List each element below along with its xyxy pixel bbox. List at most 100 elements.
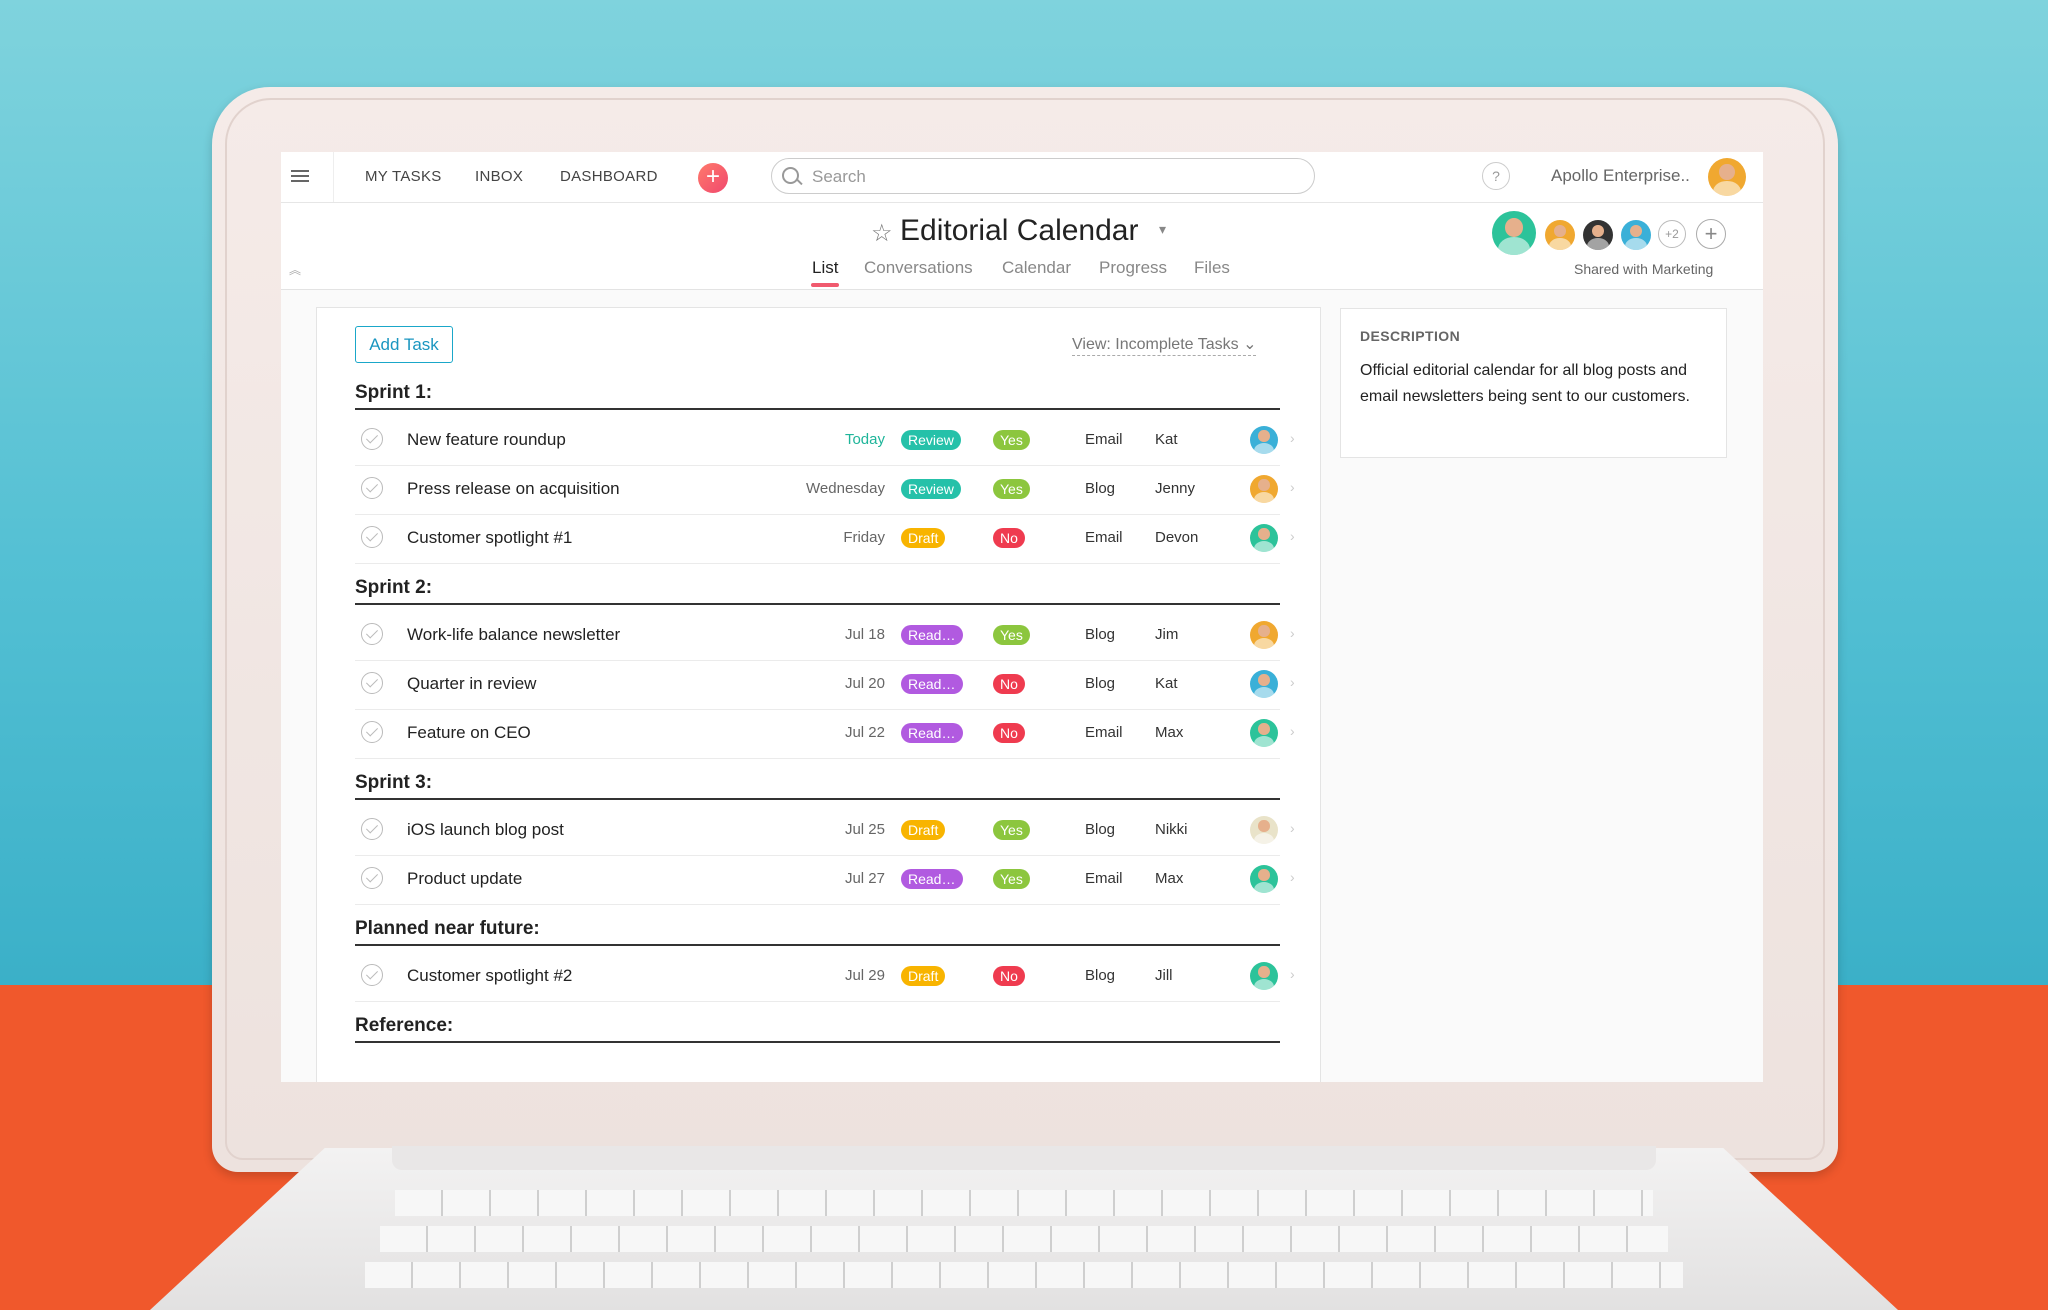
assignee-avatar[interactable]: [1250, 962, 1278, 990]
tab-conversations[interactable]: Conversations: [864, 258, 973, 277]
status-badge[interactable]: Ready...: [901, 869, 963, 889]
due-date: Jul 25: [844, 821, 885, 838]
task-row[interactable]: Customer spotlight #2 Jul 29 Draft No Blog Ji…: [355, 952, 1295, 1002]
task-row[interactable]: Quarter in review Jul 20 Ready... No Blog Kat…: [355, 660, 1295, 710]
status-badge[interactable]: Ready...: [901, 723, 963, 743]
collapse-icon[interactable]: ︽: [289, 263, 302, 277]
task-row[interactable]: Customer spotlight #1 Friday Draft No Email D…: [355, 514, 1295, 564]
chevron-right-icon[interactable]: ›: [1290, 674, 1295, 690]
assignee-avatar[interactable]: [1250, 816, 1278, 844]
status-badge[interactable]: Review: [901, 479, 961, 499]
complete-checkbox-icon[interactable]: [361, 477, 383, 499]
add-task-button[interactable]: Add Task: [355, 326, 453, 363]
due-date: Jul 18: [844, 626, 885, 643]
status-badge[interactable]: Draft: [901, 966, 946, 986]
complete-checkbox-icon[interactable]: [361, 526, 383, 548]
status-badge[interactable]: Draft: [901, 820, 946, 840]
channel-label: Blog: [1085, 626, 1116, 643]
assignee-avatar[interactable]: [1250, 621, 1278, 649]
task-name: Product update: [407, 869, 523, 888]
approval-badge[interactable]: No: [993, 966, 1025, 986]
task-row[interactable]: Product update Jul 27 Ready... Yes Email Max ›: [355, 855, 1295, 905]
assignee-avatar[interactable]: [1250, 426, 1278, 454]
due-date: Wednesday: [806, 480, 885, 497]
search-input[interactable]: [810, 165, 1294, 189]
approval-badge[interactable]: Yes: [993, 820, 1030, 840]
quick-add-button[interactable]: +: [698, 163, 728, 193]
assignee-avatar[interactable]: [1250, 719, 1278, 747]
complete-checkbox-icon[interactable]: [361, 623, 383, 645]
task-name: iOS launch blog post: [407, 820, 564, 839]
section-title: Sprint 1:: [355, 382, 433, 403]
help-button[interactable]: ?: [1482, 162, 1510, 190]
add-member-button[interactable]: +: [1696, 219, 1726, 249]
task-row[interactable]: Work-life balance newsletter Jul 18 Ready.…: [355, 611, 1295, 661]
approval-badge[interactable]: Yes: [993, 479, 1030, 499]
tab-calendar[interactable]: Calendar: [1002, 258, 1071, 277]
assignee-avatar[interactable]: [1250, 865, 1278, 893]
status-badge[interactable]: Ready...: [901, 674, 963, 694]
member-avatar[interactable]: [1621, 220, 1651, 250]
assignee-avatar[interactable]: [1250, 475, 1278, 503]
chevron-right-icon[interactable]: ›: [1290, 625, 1295, 641]
complete-checkbox-icon[interactable]: [361, 818, 383, 840]
member-avatar[interactable]: [1583, 220, 1613, 250]
chevron-right-icon[interactable]: ›: [1290, 528, 1295, 544]
chevron-right-icon[interactable]: ›: [1290, 869, 1295, 885]
menu-icon[interactable]: [291, 167, 309, 185]
laptop-hinge: [392, 1146, 1656, 1170]
approval-badge[interactable]: Yes: [993, 625, 1030, 645]
tab-progress[interactable]: Progress: [1099, 258, 1168, 277]
approval-badge[interactable]: No: [993, 674, 1025, 694]
organization-switcher[interactable]: Apollo Enterprise..: [1551, 166, 1690, 185]
complete-checkbox-icon[interactable]: [361, 672, 383, 694]
status-badge[interactable]: Draft: [901, 528, 946, 548]
assignee-avatar[interactable]: [1250, 670, 1278, 698]
task-name: Quarter in review: [407, 674, 537, 693]
chevron-down-icon[interactable]: ▾: [1159, 221, 1167, 237]
section-header[interactable]: Sprint 1:: [355, 378, 1280, 410]
status-badge[interactable]: Review: [901, 430, 961, 450]
complete-checkbox-icon[interactable]: [361, 964, 383, 986]
approval-badge[interactable]: Yes: [993, 430, 1030, 450]
chevron-right-icon[interactable]: ›: [1290, 723, 1295, 739]
section-header[interactable]: Reference:: [355, 1011, 1280, 1043]
description-text[interactable]: Official editorial calendar for all blog…: [1360, 362, 1690, 405]
section-header[interactable]: Sprint 2:: [355, 573, 1280, 605]
channel-label: Email: [1085, 724, 1123, 741]
chevron-right-icon[interactable]: ›: [1290, 479, 1295, 495]
task-row[interactable]: New feature roundup Today Review Yes Email Ka…: [355, 416, 1295, 466]
task-row[interactable]: Press release on acquisition Wednesday Rev…: [355, 465, 1295, 515]
tab-list[interactable]: List: [812, 258, 839, 277]
task-row[interactable]: iOS launch blog post Jul 25 Draft Yes Blog Ni…: [355, 806, 1295, 856]
task-row[interactable]: Feature on CEO Jul 22 Ready... No Email Max ›: [355, 709, 1295, 759]
nav-dashboard[interactable]: DASHBOARD: [560, 168, 658, 185]
assignee-name: Max: [1155, 870, 1184, 887]
chevron-right-icon[interactable]: ›: [1290, 820, 1295, 836]
member-avatar[interactable]: [1545, 220, 1575, 250]
due-date: Today: [844, 431, 885, 448]
due-date: Jul 29: [844, 967, 885, 984]
nav-inbox[interactable]: INBOX: [475, 168, 524, 185]
search-box[interactable]: [771, 158, 1315, 194]
user-avatar[interactable]: [1708, 158, 1746, 196]
complete-checkbox-icon[interactable]: [361, 428, 383, 450]
section-header[interactable]: Planned near future:: [355, 914, 1280, 946]
complete-checkbox-icon[interactable]: [361, 867, 383, 889]
task-name: Feature on CEO: [407, 723, 531, 742]
tab-files[interactable]: Files: [1194, 258, 1230, 277]
section-header[interactable]: Sprint 3:: [355, 768, 1280, 800]
complete-checkbox-icon[interactable]: [361, 721, 383, 743]
approval-badge[interactable]: Yes: [993, 869, 1030, 889]
nav-my-tasks[interactable]: MY TASKS: [365, 168, 442, 185]
star-icon[interactable]: ☆: [871, 220, 893, 247]
chevron-right-icon[interactable]: ›: [1290, 430, 1295, 446]
assignee-avatar[interactable]: [1250, 524, 1278, 552]
view-filter-dropdown[interactable]: View: Incomplete Tasks ⌄: [1072, 334, 1257, 356]
chevron-right-icon[interactable]: ›: [1290, 966, 1295, 982]
approval-badge[interactable]: No: [993, 723, 1025, 743]
status-badge[interactable]: Ready...: [901, 625, 963, 645]
more-members-badge[interactable]: +2: [1658, 220, 1686, 248]
member-avatar[interactable]: [1492, 211, 1536, 255]
approval-badge[interactable]: No: [993, 528, 1025, 548]
